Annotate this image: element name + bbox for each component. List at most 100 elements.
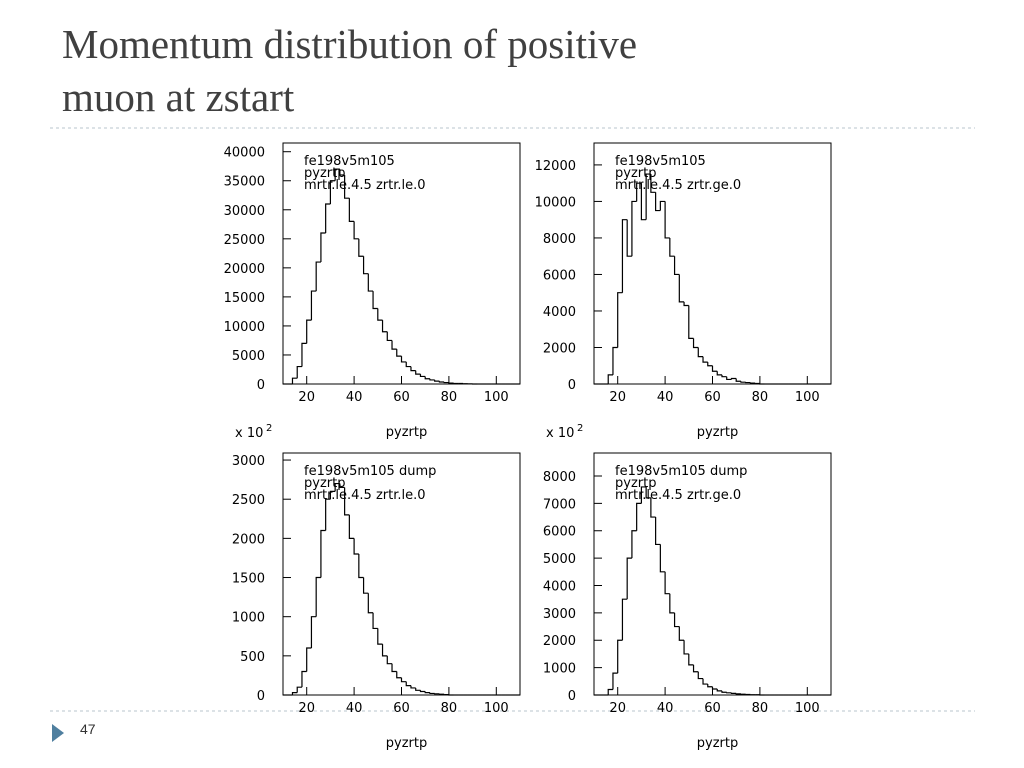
histogram-bin <box>692 664 699 673</box>
histogram-bin <box>631 530 637 559</box>
histogram-bin <box>673 256 680 276</box>
x-tick-label: 80 <box>752 390 769 405</box>
histogram-bin <box>678 626 685 641</box>
histogram-bin <box>291 692 298 695</box>
histogram-bin <box>310 290 317 321</box>
x-tick-label: 40 <box>346 701 363 716</box>
histogram-bin <box>659 544 666 573</box>
histogram-bin <box>377 308 383 321</box>
axis-multiplier: x 10 <box>235 426 263 441</box>
histogram-bin <box>419 690 426 693</box>
y-tick-label: 35000 <box>224 175 265 190</box>
histogram-bin <box>348 198 355 222</box>
y-tick-label: 0 <box>568 378 576 393</box>
histogram-bin <box>636 502 642 531</box>
histogram-bin <box>438 381 445 383</box>
histogram-bin <box>301 342 307 367</box>
histogram-bin <box>396 671 402 679</box>
y-tick-label: 20000 <box>224 262 265 277</box>
y-tick-label: 4000 <box>543 579 576 594</box>
histogram-bin <box>306 647 312 672</box>
x-axis-label: pyzrtp <box>697 425 738 440</box>
y-tick-label: 15000 <box>224 291 265 306</box>
histogram-bin <box>334 482 340 492</box>
y-tick-label: 4000 <box>543 305 576 320</box>
histogram-bin <box>688 305 694 339</box>
histogram-bin <box>612 672 618 690</box>
histogram-bin <box>405 361 411 368</box>
histogram-bin <box>711 686 718 690</box>
histogram-bin <box>400 356 407 363</box>
histogram-bin <box>348 514 355 539</box>
stat-label: fe198v5m105 <box>615 154 706 169</box>
y-tick-label: 3000 <box>232 454 265 469</box>
y-tick-label: 30000 <box>224 204 265 219</box>
histogram-bin <box>678 274 685 303</box>
histogram-bin <box>659 200 666 211</box>
histogram-bin <box>617 639 623 674</box>
x-tick-label: 40 <box>657 390 674 405</box>
histogram-bin <box>726 692 732 694</box>
y-tick-label: 1500 <box>232 572 265 587</box>
histogram-bin <box>410 685 416 689</box>
histogram-bin <box>759 383 765 385</box>
histogram-bin <box>362 256 369 275</box>
histogram-bin <box>429 378 435 381</box>
histogram-bin <box>640 486 647 504</box>
histogram-bin <box>650 174 656 193</box>
histogram-bin <box>405 681 411 687</box>
y-tick-label: 6000 <box>543 525 576 540</box>
stat-label: mrtr.le.4.5 zrtr.le.0 <box>304 488 426 503</box>
histogram-bin <box>683 301 689 307</box>
y-tick-label: 40000 <box>224 146 265 161</box>
slide-title: muon at zstart <box>62 74 295 120</box>
axis-multiplier-exponent: 2 <box>577 423 583 434</box>
bullet-icon <box>52 724 64 742</box>
histogram-bin <box>626 557 632 600</box>
histogram-bin <box>339 169 345 176</box>
histogram-bin <box>730 692 737 694</box>
histogram-bin <box>721 690 727 693</box>
histogram-bin <box>424 376 430 380</box>
histogram-bin <box>692 338 699 349</box>
histogram-bin <box>306 319 312 344</box>
histogram-bin <box>339 483 345 489</box>
histogram-bin <box>320 232 326 263</box>
histogram-bin <box>448 382 454 384</box>
histogram-bin <box>621 219 628 293</box>
stat-label: pyzrtp <box>615 476 656 491</box>
histogram-bin <box>367 593 374 614</box>
histogram-bin <box>429 692 435 695</box>
histogram-bin <box>707 362 713 367</box>
x-tick-label: 20 <box>298 701 315 716</box>
histogram-bin <box>377 628 383 645</box>
y-tick-label: 3000 <box>543 607 576 622</box>
histogram-bin <box>386 655 393 665</box>
stat-label: mrtr.le.4.5 zrtr.ge.0 <box>615 178 741 193</box>
histogram-bin <box>669 237 675 257</box>
histogram-bin <box>645 173 651 220</box>
histogram-bin <box>372 291 378 310</box>
histogram-bin <box>683 640 689 655</box>
histogram-bin <box>640 183 647 221</box>
histogram-bin <box>329 180 336 204</box>
x-tick-label: 40 <box>657 701 674 716</box>
x-tick-label: 60 <box>393 390 410 405</box>
x-tick-label: 100 <box>484 390 509 405</box>
histogram-bin <box>735 693 741 695</box>
histogram-bin <box>650 497 656 518</box>
y-tick-label: 5000 <box>232 349 265 364</box>
histogram-bin <box>334 168 340 181</box>
histogram-bin <box>673 612 680 628</box>
x-tick-label: 80 <box>441 390 458 405</box>
histogram-bin <box>291 377 298 384</box>
x-tick-label: 20 <box>609 390 626 405</box>
histogram-bin <box>645 486 651 499</box>
histogram-bin <box>391 663 397 673</box>
x-tick-label: 60 <box>704 701 721 716</box>
histogram-bin <box>424 691 430 694</box>
histogram-bin <box>315 261 321 292</box>
x-tick-label: 20 <box>609 701 626 716</box>
histogram-bin <box>726 376 732 381</box>
